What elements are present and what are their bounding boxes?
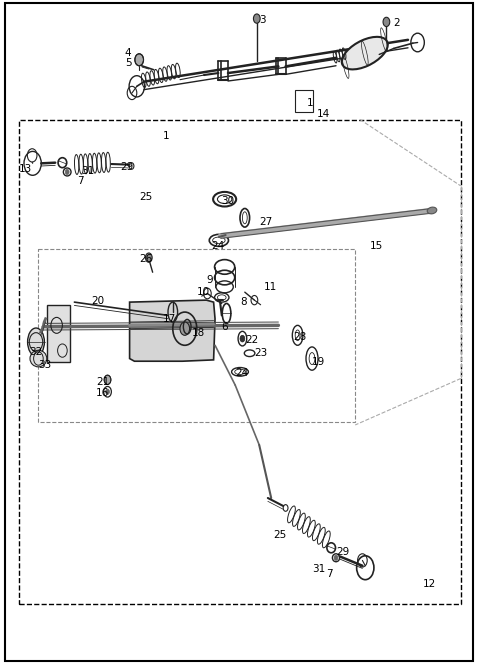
Text: 26: 26 — [139, 254, 153, 264]
Text: 32: 32 — [29, 347, 42, 357]
Circle shape — [65, 169, 69, 175]
Ellipse shape — [28, 328, 44, 356]
Ellipse shape — [30, 351, 47, 367]
Circle shape — [334, 555, 338, 560]
Circle shape — [106, 389, 109, 394]
Ellipse shape — [427, 207, 437, 214]
Text: 19: 19 — [312, 357, 325, 367]
Text: 25: 25 — [274, 529, 287, 540]
Text: 9: 9 — [206, 275, 213, 286]
Text: 29: 29 — [120, 162, 133, 173]
Text: 31: 31 — [312, 564, 325, 574]
Text: 21: 21 — [96, 376, 109, 387]
Text: 23: 23 — [254, 348, 268, 359]
Bar — [295, 90, 313, 112]
Text: 13: 13 — [19, 164, 33, 175]
Polygon shape — [47, 305, 70, 362]
Text: 3: 3 — [259, 15, 266, 25]
Text: 1: 1 — [163, 131, 170, 141]
Text: 8: 8 — [240, 297, 247, 307]
Circle shape — [135, 54, 144, 66]
Ellipse shape — [342, 37, 388, 70]
Text: 31: 31 — [82, 166, 95, 177]
Text: 20: 20 — [91, 295, 104, 306]
Text: 17: 17 — [163, 313, 177, 324]
Text: 12: 12 — [422, 579, 436, 590]
Text: 1: 1 — [307, 98, 314, 108]
Circle shape — [383, 17, 390, 27]
Text: 10: 10 — [197, 287, 210, 297]
Circle shape — [180, 322, 190, 335]
Circle shape — [253, 14, 260, 23]
Polygon shape — [130, 300, 215, 361]
Text: 14: 14 — [317, 109, 330, 120]
Text: 18: 18 — [192, 328, 205, 339]
Text: 4: 4 — [125, 48, 132, 58]
Text: 30: 30 — [221, 195, 234, 206]
Text: 24: 24 — [211, 240, 225, 251]
Text: 7: 7 — [77, 175, 84, 186]
Text: 16: 16 — [96, 388, 109, 398]
Circle shape — [104, 375, 111, 384]
Text: 27: 27 — [259, 217, 273, 228]
Text: 22: 22 — [245, 335, 258, 345]
Text: 24: 24 — [235, 368, 249, 378]
Text: 15: 15 — [370, 240, 383, 251]
Text: 2: 2 — [394, 18, 400, 29]
Text: 28: 28 — [293, 331, 306, 342]
Text: 29: 29 — [336, 547, 349, 558]
Bar — [19, 120, 461, 604]
Text: 6: 6 — [221, 321, 228, 332]
Text: 33: 33 — [38, 360, 52, 371]
Text: 11: 11 — [264, 282, 277, 292]
Text: 25: 25 — [139, 192, 153, 203]
Circle shape — [240, 335, 245, 342]
Text: 5: 5 — [125, 58, 132, 68]
Text: 7: 7 — [326, 569, 333, 580]
Circle shape — [145, 253, 152, 262]
